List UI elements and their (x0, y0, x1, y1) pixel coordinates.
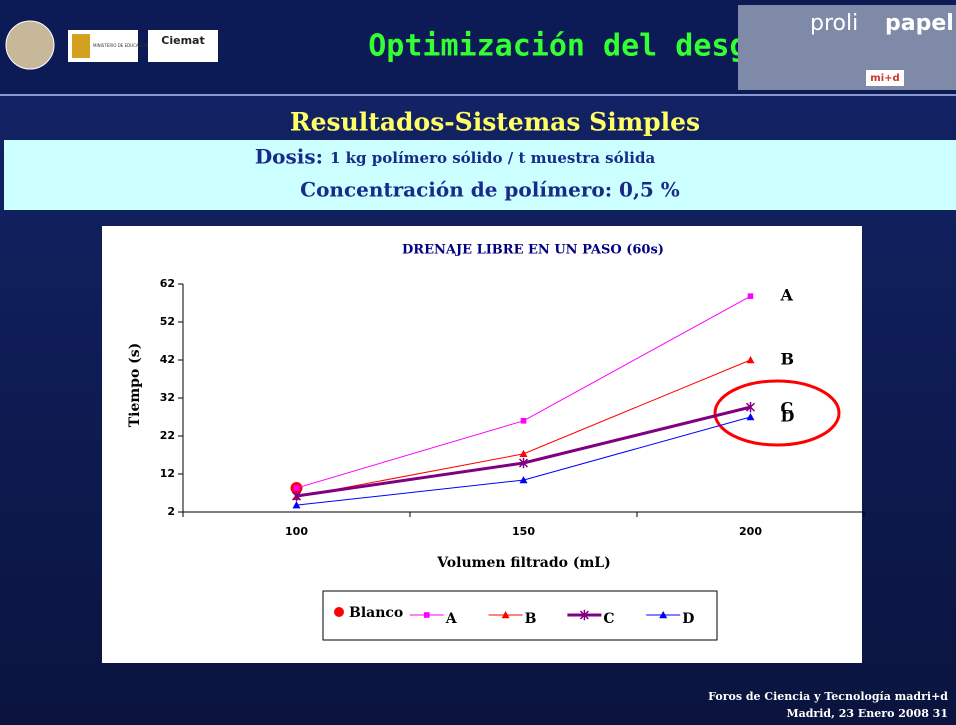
concentration: Concentración de polímero: 0,5 % (300, 178, 680, 202)
logo-proli: proli (810, 11, 858, 36)
y-tick-label: 32 (160, 391, 175, 404)
legend-label: D (682, 611, 694, 627)
footer-line: Foros de Ciencia y Tecnología madri+d (708, 690, 948, 703)
annotation: A (780, 286, 794, 305)
y-tick-label: 12 (160, 467, 175, 480)
legend-label: Blanco (349, 605, 403, 621)
crest-logo (6, 21, 54, 69)
page: MINISTERIO DE EDUCACIÓN Y CIENCIA Ciemat… (0, 0, 956, 725)
marker (334, 607, 344, 617)
annotation: D (781, 407, 795, 426)
logo-papel: papel (885, 11, 954, 36)
dose-label: Dosis: (255, 145, 323, 169)
marker (424, 612, 430, 618)
x-axis-title: Volumen filtrado (mL) (436, 555, 611, 571)
marker (521, 418, 527, 424)
y-tick-label: 42 (160, 353, 175, 366)
y-axis-title: Tiempo (s) (127, 343, 143, 428)
footer-line: Madrid, 23 Enero 2008 31 (786, 707, 948, 720)
marker (748, 293, 754, 299)
x-tick-label: 150 (512, 525, 535, 538)
logo-mid: mi+d (870, 73, 899, 84)
x-tick-label: 200 (739, 525, 762, 538)
y-tick-label: 2 (167, 505, 175, 518)
marker (294, 485, 300, 491)
chart-title: DRENAJE LIBRE EN UN PASO (60s) (402, 243, 664, 258)
legend-label: B (525, 611, 537, 627)
slide: MINISTERIO DE EDUCACIÓN Y CIENCIA Ciemat… (0, 0, 956, 725)
annotation: B (781, 350, 795, 369)
subtitle: Resultados-Sistemas Simples (290, 108, 700, 137)
dose-text: 1 kg polímero sólido / t muestra sólida (330, 149, 655, 167)
legend-label: C (603, 611, 614, 627)
x-tick-label: 100 (285, 525, 308, 538)
slide-title: Optimización del desgote (368, 29, 801, 64)
y-tick-label: 22 (160, 429, 175, 442)
y-tick-label: 52 (160, 315, 175, 328)
legend-label: A (445, 611, 458, 627)
y-tick-label: 62 (160, 277, 175, 290)
ministry-crest (72, 34, 90, 58)
ciemat-text: Ciemat (161, 34, 204, 47)
